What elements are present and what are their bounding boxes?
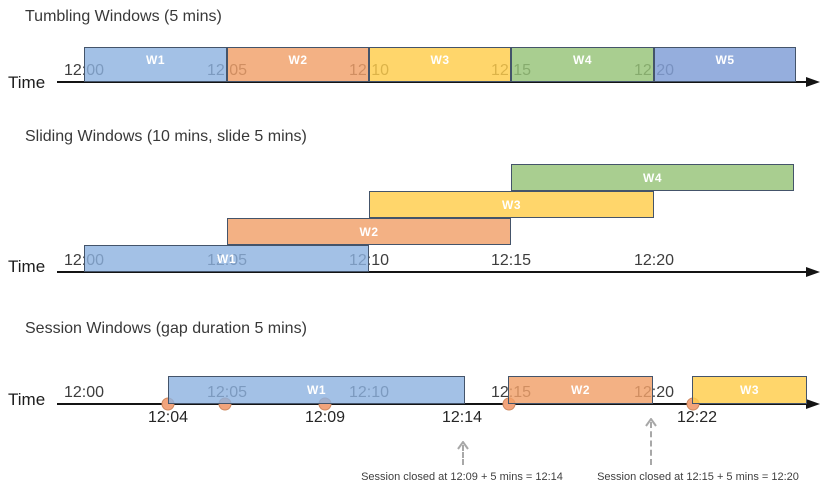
- window-label: W1: [146, 52, 165, 67]
- dashed-arrow-stem: [650, 422, 652, 465]
- window-box-w1: W1: [84, 47, 227, 82]
- timeline-axis: [57, 81, 806, 83]
- event-time-label: 12:22: [676, 409, 718, 426]
- window-label: W1: [217, 251, 236, 266]
- window-label: W3: [430, 52, 450, 67]
- axis-tick-label: 12:00: [63, 384, 105, 401]
- window-box-w4: W4: [511, 164, 794, 191]
- window-label: W2: [571, 383, 590, 397]
- session-closed-annotation: Session closed at 12:09 + 5 mins = 12:14: [361, 471, 563, 483]
- axis-arrowhead-icon: [806, 267, 820, 277]
- window-box-w1: W1: [168, 376, 465, 404]
- tumbling-title: Tumbling Windows (5 mins): [25, 8, 222, 25]
- window-label: W2: [359, 224, 379, 239]
- event-time-label: 12:14: [441, 409, 483, 426]
- window-label: W5: [715, 52, 735, 67]
- event-time-label: 12:04: [147, 409, 189, 426]
- window-box-w1: W1: [84, 245, 369, 272]
- window-label: W1: [307, 383, 326, 397]
- window-label: W3: [740, 383, 759, 397]
- window-box-w3: W3: [369, 47, 511, 82]
- window-box-w3: W3: [692, 376, 807, 404]
- event-time-label: 12:09: [304, 409, 346, 426]
- time-axis-label: Time: [8, 390, 46, 409]
- dashed-up-arrow-icon: [456, 437, 470, 455]
- axis-tick-label: 12:20: [633, 252, 675, 269]
- window-box-w2: W2: [508, 376, 653, 404]
- session-closed-annotation: Session closed at 12:15 + 5 mins = 12:20: [597, 471, 799, 483]
- window-box-w5: W5: [654, 47, 796, 82]
- axis-tick-label: 12:15: [490, 252, 532, 269]
- timeline-axis: [57, 403, 806, 405]
- window-box-w4: W4: [511, 47, 654, 82]
- time-axis-label: Time: [8, 257, 46, 276]
- window-box-w3: W3: [369, 191, 654, 218]
- sliding-title: Sliding Windows (10 mins, slide 5 mins): [25, 128, 307, 145]
- axis-arrowhead-icon: [806, 399, 820, 409]
- timeline-axis: [57, 271, 806, 273]
- dashed-up-arrow-icon: [644, 414, 658, 432]
- window-label: W4: [573, 52, 592, 67]
- dashed-arrow-stem: [462, 445, 464, 465]
- window-label: W4: [643, 170, 662, 185]
- time-axis-label: Time: [8, 73, 46, 92]
- axis-arrowhead-icon: [806, 77, 820, 87]
- window-label: W3: [502, 197, 521, 212]
- window-box-w2: W2: [227, 218, 511, 245]
- window-box-w2: W2: [227, 47, 369, 82]
- window-label: W2: [288, 52, 308, 67]
- session-title: Session Windows (gap duration 5 mins): [25, 320, 307, 337]
